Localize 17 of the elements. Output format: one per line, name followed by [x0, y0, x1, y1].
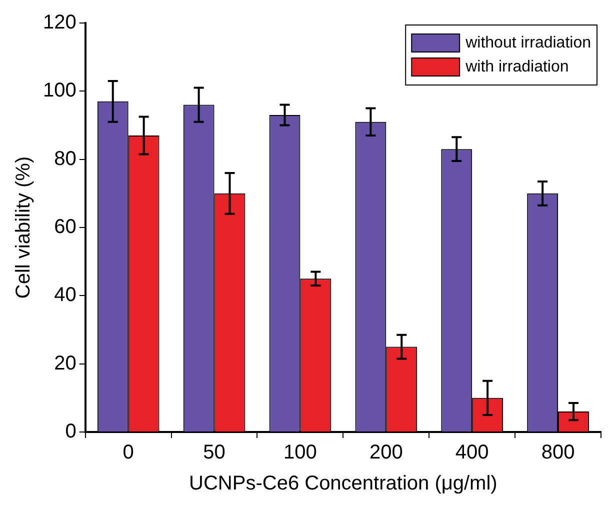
x-tick-label: 50	[203, 442, 226, 464]
x-tick-label: 400	[455, 442, 489, 464]
y-tick-label: 60	[54, 216, 76, 238]
y-axis-title: Cell viability (%)	[12, 156, 35, 299]
x-axis-title: UCNPs-Ce6 Concentration (μg/ml)	[189, 472, 498, 495]
legend-label: with irradiation	[464, 58, 569, 76]
y-tick-label: 100	[42, 80, 76, 102]
x-tick-label: 0	[122, 442, 134, 464]
y-tick-label: 120	[42, 12, 76, 34]
x-tick-label: 800	[541, 442, 575, 464]
y-tick-label: 40	[54, 284, 76, 306]
y-tick-label: 0	[65, 420, 76, 443]
y-tick-label: 80	[54, 148, 76, 170]
legend-label: without irradiation	[464, 34, 592, 52]
x-tick-label: 200	[369, 442, 403, 464]
x-tick-label: 100	[284, 442, 317, 464]
y-tick-label: 20	[54, 352, 76, 374]
